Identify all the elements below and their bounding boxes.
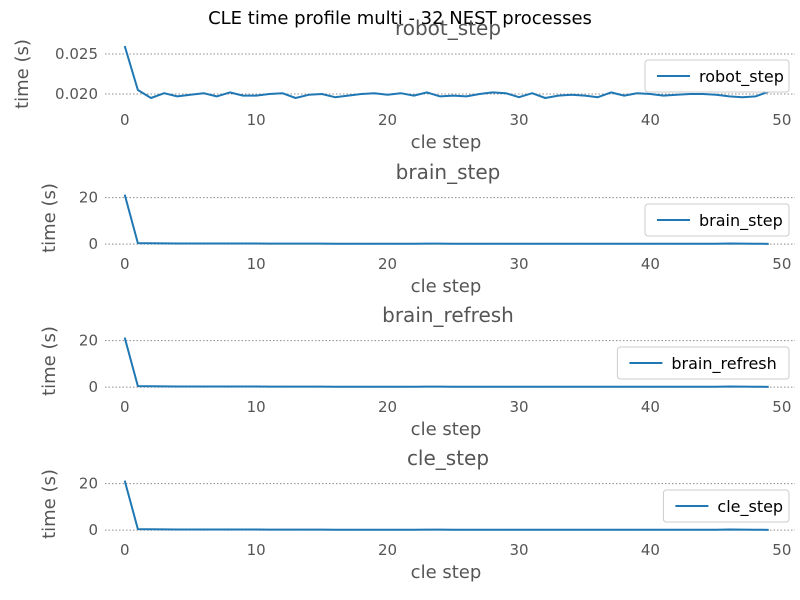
- x-tick-label: 0: [120, 111, 130, 129]
- x-tick-label: 50: [772, 398, 791, 416]
- x-tick-label: 40: [641, 111, 660, 129]
- series-line-brain-refresh: [123, 337, 769, 388]
- x-axis-label: cle step: [411, 132, 482, 153]
- x-tick-label: 50: [772, 541, 791, 559]
- x-tick-label: 0: [120, 398, 130, 416]
- x-tick-label: 30: [509, 111, 528, 129]
- x-tick-label: 30: [509, 398, 528, 416]
- subplot-title: robot_step: [395, 16, 501, 40]
- x-tick-label: 30: [509, 255, 528, 273]
- y-tick-label: 0.020: [55, 85, 98, 103]
- legend-box: [662, 489, 790, 523]
- subplot-brain-step: brain_step 0 20 0 10 20 30 40 50 cle step time (s)…: [39, 160, 795, 297]
- legend-box: [644, 59, 790, 93]
- x-tick-label: 10: [247, 541, 266, 559]
- x-tick-label: 0: [120, 541, 130, 559]
- subplot-title: brain_step: [396, 160, 501, 184]
- y-tick-label: 0: [88, 521, 98, 539]
- x-tick-label: 40: [641, 255, 660, 273]
- subplot-title: brain_refresh: [382, 303, 514, 327]
- x-tick-label: 10: [247, 255, 266, 273]
- x-tick-label: 40: [641, 398, 660, 416]
- figure-title: CLE time profile multi - 32 NEST process…: [208, 8, 592, 29]
- y-tick-label: 20: [79, 189, 98, 207]
- subplot-brain-refresh: brain_refresh 0 20 0 10 20 30 40 50 cle step time …: [39, 303, 795, 440]
- y-tick-label: 0: [88, 378, 98, 396]
- x-tick-label: 20: [378, 255, 397, 273]
- x-tick-label: 10: [247, 398, 266, 416]
- x-tick-label: 20: [378, 541, 397, 559]
- x-tick-label: 40: [641, 541, 660, 559]
- legend-label: brain_step: [699, 211, 783, 231]
- y-axis-label: time (s): [39, 326, 60, 396]
- legend-label: cle_step: [717, 497, 783, 517]
- subplot-robot-step: robot_step 0.020 0.025 0 10 20 30 40 50 cle step t…: [12, 16, 795, 153]
- subplot-title: cle_step: [407, 446, 489, 470]
- x-tick-label: 10: [247, 111, 266, 129]
- x-tick-label: 20: [378, 111, 397, 129]
- y-tick-label: 20: [79, 475, 98, 493]
- series-line-brain-step: [123, 194, 769, 245]
- y-tick-label: 0: [88, 235, 98, 253]
- legend-label: robot_step: [699, 67, 784, 87]
- y-axis-label: time (s): [39, 469, 60, 539]
- x-tick-label: 30: [509, 541, 528, 559]
- legend-box: [644, 203, 790, 237]
- y-tick-label: 20: [79, 332, 98, 350]
- y-tick-label: 0.025: [55, 45, 98, 63]
- legend-label: brain_refresh: [671, 354, 776, 374]
- legend-box: [616, 346, 790, 380]
- x-axis-label: cle step: [411, 276, 482, 297]
- series-line-cle-step: [123, 480, 769, 531]
- x-tick-label: 20: [378, 398, 397, 416]
- x-tick-label: 50: [772, 255, 791, 273]
- x-tick-label: 50: [772, 111, 791, 129]
- x-axis-label: cle step: [411, 419, 482, 440]
- series-line-robot-step: [123, 45, 770, 99]
- y-axis-label: time (s): [39, 183, 60, 253]
- y-axis-label: time (s): [12, 39, 33, 109]
- subplot-cle-step: cle_step 0 20 0 10 20 30 40 50 cle step time (s) cl…: [39, 446, 795, 583]
- x-axis-label: cle step: [411, 562, 482, 583]
- x-tick-label: 0: [120, 255, 130, 273]
